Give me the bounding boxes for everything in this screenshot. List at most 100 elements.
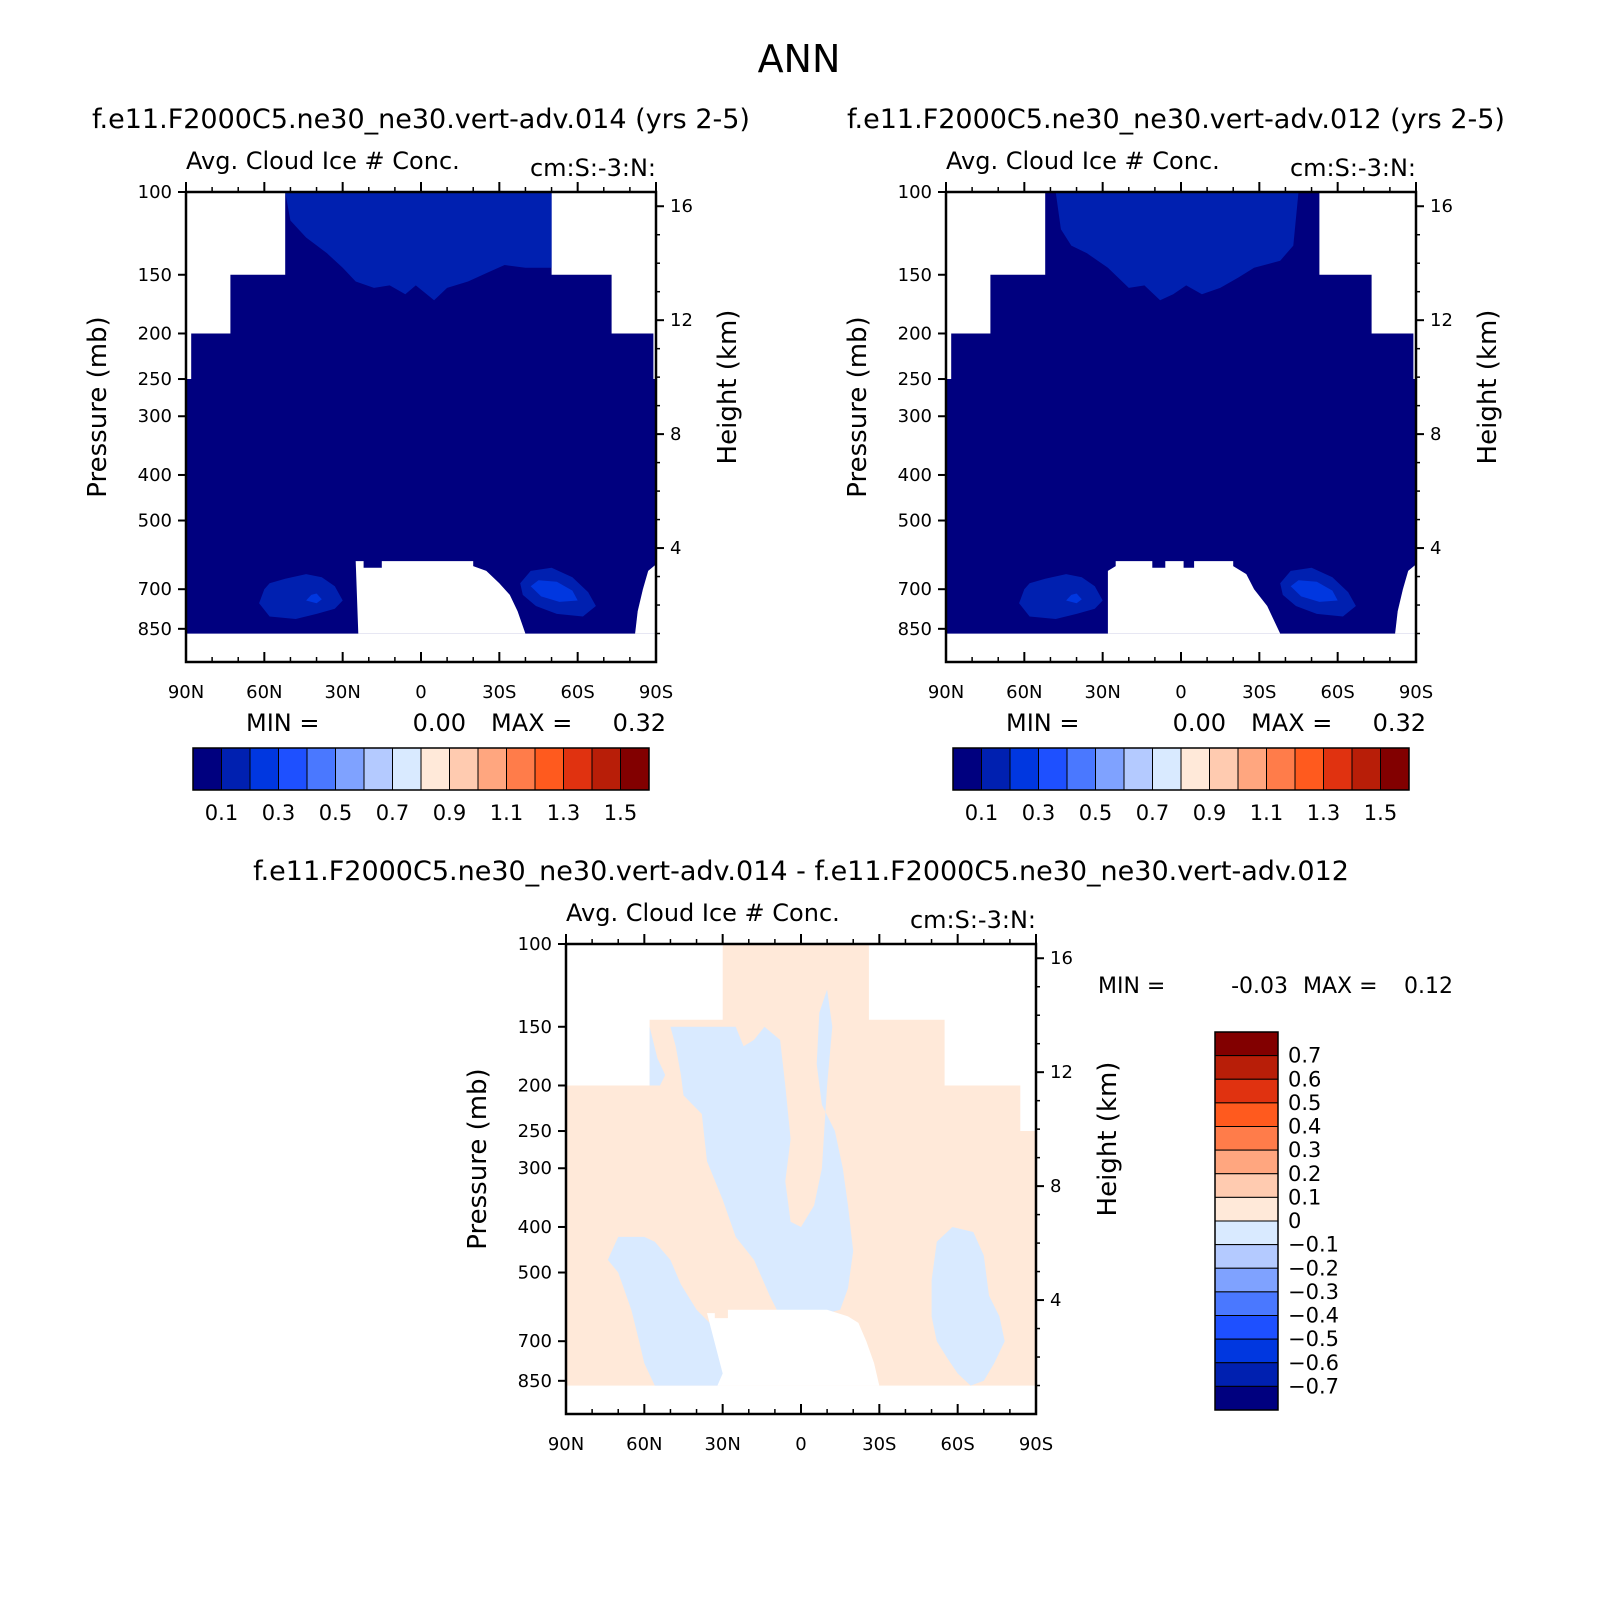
colorbar-label: 0.3 <box>1022 801 1055 825</box>
y-right-tick-label: 12 <box>1050 1062 1073 1083</box>
colorbar-swatch <box>1214 1267 1279 1293</box>
contour-level-2 <box>1290 580 1338 602</box>
max-value: 0.32 <box>613 709 666 737</box>
colorbar-label: −0.7 <box>1288 1374 1339 1398</box>
y-tick-label: 100 <box>138 182 172 203</box>
panel-subtitle-right: cm:S:-3:N: <box>1290 154 1416 182</box>
y-right-tick-label: 8 <box>1430 424 1441 445</box>
min-label: MIN = <box>246 709 319 737</box>
colorbar-swatch <box>1180 747 1210 791</box>
colorbar-swatch <box>1214 1149 1279 1175</box>
y-tick-label: 400 <box>518 1217 552 1238</box>
y-right-tick-label: 8 <box>1050 1176 1061 1197</box>
y-right-tick-label: 12 <box>670 310 693 331</box>
colorbar-label: −0.2 <box>1288 1256 1339 1280</box>
colorbar-swatch <box>1214 1385 1279 1411</box>
y-tick-label: 500 <box>518 1263 552 1284</box>
y-axis-label: Pressure (mb) <box>843 316 873 497</box>
contour-level-negative <box>607 1236 739 1386</box>
colorbar-label: −0.5 <box>1288 1327 1339 1351</box>
y-tick-label: 500 <box>138 511 172 532</box>
x-tick-label: 30N <box>704 1434 740 1455</box>
contour-field <box>946 192 1416 634</box>
x-tick-label: 60S <box>940 1434 974 1455</box>
colorbar-label: −0.4 <box>1288 1304 1339 1328</box>
colorbar-swatch <box>1214 1315 1279 1340</box>
colorbar-frame <box>1214 1031 1279 1411</box>
y-tick-label: 700 <box>898 579 932 600</box>
colorbar-label: 1.5 <box>604 801 637 825</box>
colorbar-swatch <box>952 747 982 791</box>
colorbar-swatch <box>534 747 564 791</box>
y-tick-label: 150 <box>138 265 172 286</box>
y-right-tick-label: 16 <box>1430 196 1453 217</box>
colorbar-swatch <box>1214 1291 1279 1316</box>
colorbar-swatch <box>449 747 479 791</box>
min-value: 0.00 <box>413 709 466 737</box>
y-tick-label: 850 <box>138 619 172 640</box>
colorbar-swatch <box>1214 1362 1279 1387</box>
y-right-axis-label: Height (km) <box>1093 1062 1123 1217</box>
colorbar-frame <box>192 747 650 791</box>
colorbar-swatch <box>591 747 621 791</box>
colorbar-swatch <box>278 747 308 791</box>
x-tick-label: 30N <box>1084 682 1120 703</box>
max-label: MAX = <box>1251 709 1332 737</box>
colorbar-label: 0.4 <box>1288 1115 1321 1139</box>
colorbar-swatch <box>1214 1338 1279 1364</box>
colorbar-swatch <box>1214 1102 1279 1127</box>
x-tick-label: 0 <box>1175 682 1186 703</box>
colorbar-swatch <box>981 747 1011 791</box>
y-tick-label: 850 <box>898 619 932 640</box>
contour-level-2 <box>1066 593 1082 604</box>
contour-level-0 <box>186 192 656 634</box>
contour-level-2 <box>530 580 578 602</box>
x-tick-label: 30S <box>1242 682 1276 703</box>
colorbar-swatch <box>1214 1244 1279 1269</box>
max-value: 0.32 <box>1373 709 1426 737</box>
colorbar-label: 0.5 <box>319 801 352 825</box>
max-label: MAX = <box>491 709 572 737</box>
colorbar-swatch <box>1351 747 1381 791</box>
colorbar-swatch <box>1214 1031 1279 1057</box>
y-tick-label: 300 <box>898 406 932 427</box>
colorbar-label: 0.5 <box>1288 1091 1321 1115</box>
colorbar-swatch <box>1214 1078 1279 1104</box>
colorbar-swatch <box>1009 747 1039 791</box>
y-tick-label: 700 <box>138 579 172 600</box>
colorbar-swatch <box>1152 747 1182 791</box>
x-tick-label: 90N <box>928 682 964 703</box>
panel-subtitle-left: Avg. Cloud Ice # Conc. <box>946 147 1220 175</box>
colorbar-label: −0.6 <box>1288 1351 1339 1375</box>
colorbar-swatch <box>1323 747 1353 791</box>
colorbar-label: 0.7 <box>1288 1044 1321 1068</box>
panel-title: f.e11.F2000C5.ne30_ne30.vert-adv.012 (yr… <box>847 104 1505 135</box>
y-tick-label: 150 <box>898 265 932 286</box>
x-tick-label: 0 <box>795 1434 806 1455</box>
panels: f.e11.F2000C5.ne30_ne30.vert-adv.014 (yr… <box>83 104 1505 1455</box>
colorbar-label: 1.3 <box>1307 801 1340 825</box>
y-tick-label: 100 <box>898 182 932 203</box>
colorbar-label: 0.6 <box>1288 1067 1321 1091</box>
colorbar-swatch <box>506 747 536 791</box>
chart-panel-3: f.e11.F2000C5.ne30_ne30.vert-adv.014 - f… <box>253 856 1453 1455</box>
colorbar-swatch <box>1214 1220 1279 1246</box>
colorbar-swatch <box>1294 747 1324 791</box>
colorbar-label: 0.2 <box>1288 1162 1321 1186</box>
missing-data-region <box>635 564 656 634</box>
y-right-tick-label: 16 <box>1050 948 1073 969</box>
colorbar-swatch <box>1214 1173 1279 1198</box>
colorbar-swatch <box>335 747 365 791</box>
panel-subtitle-left: Avg. Cloud Ice # Conc. <box>566 899 840 927</box>
colorbar-swatch <box>221 747 251 791</box>
colorbar-swatch <box>1095 747 1125 791</box>
chart-panel-1: f.e11.F2000C5.ne30_ne30.vert-adv.014 (yr… <box>83 104 750 825</box>
y-tick-label: 500 <box>898 511 932 532</box>
page-title: ANN <box>758 37 841 81</box>
colorbar-swatch <box>192 747 222 791</box>
colorbar-swatch <box>1214 1196 1279 1222</box>
colorbar-label: 0.7 <box>1136 801 1169 825</box>
y-tick-label: 850 <box>518 1371 552 1392</box>
contour-level-0 <box>946 192 1416 634</box>
